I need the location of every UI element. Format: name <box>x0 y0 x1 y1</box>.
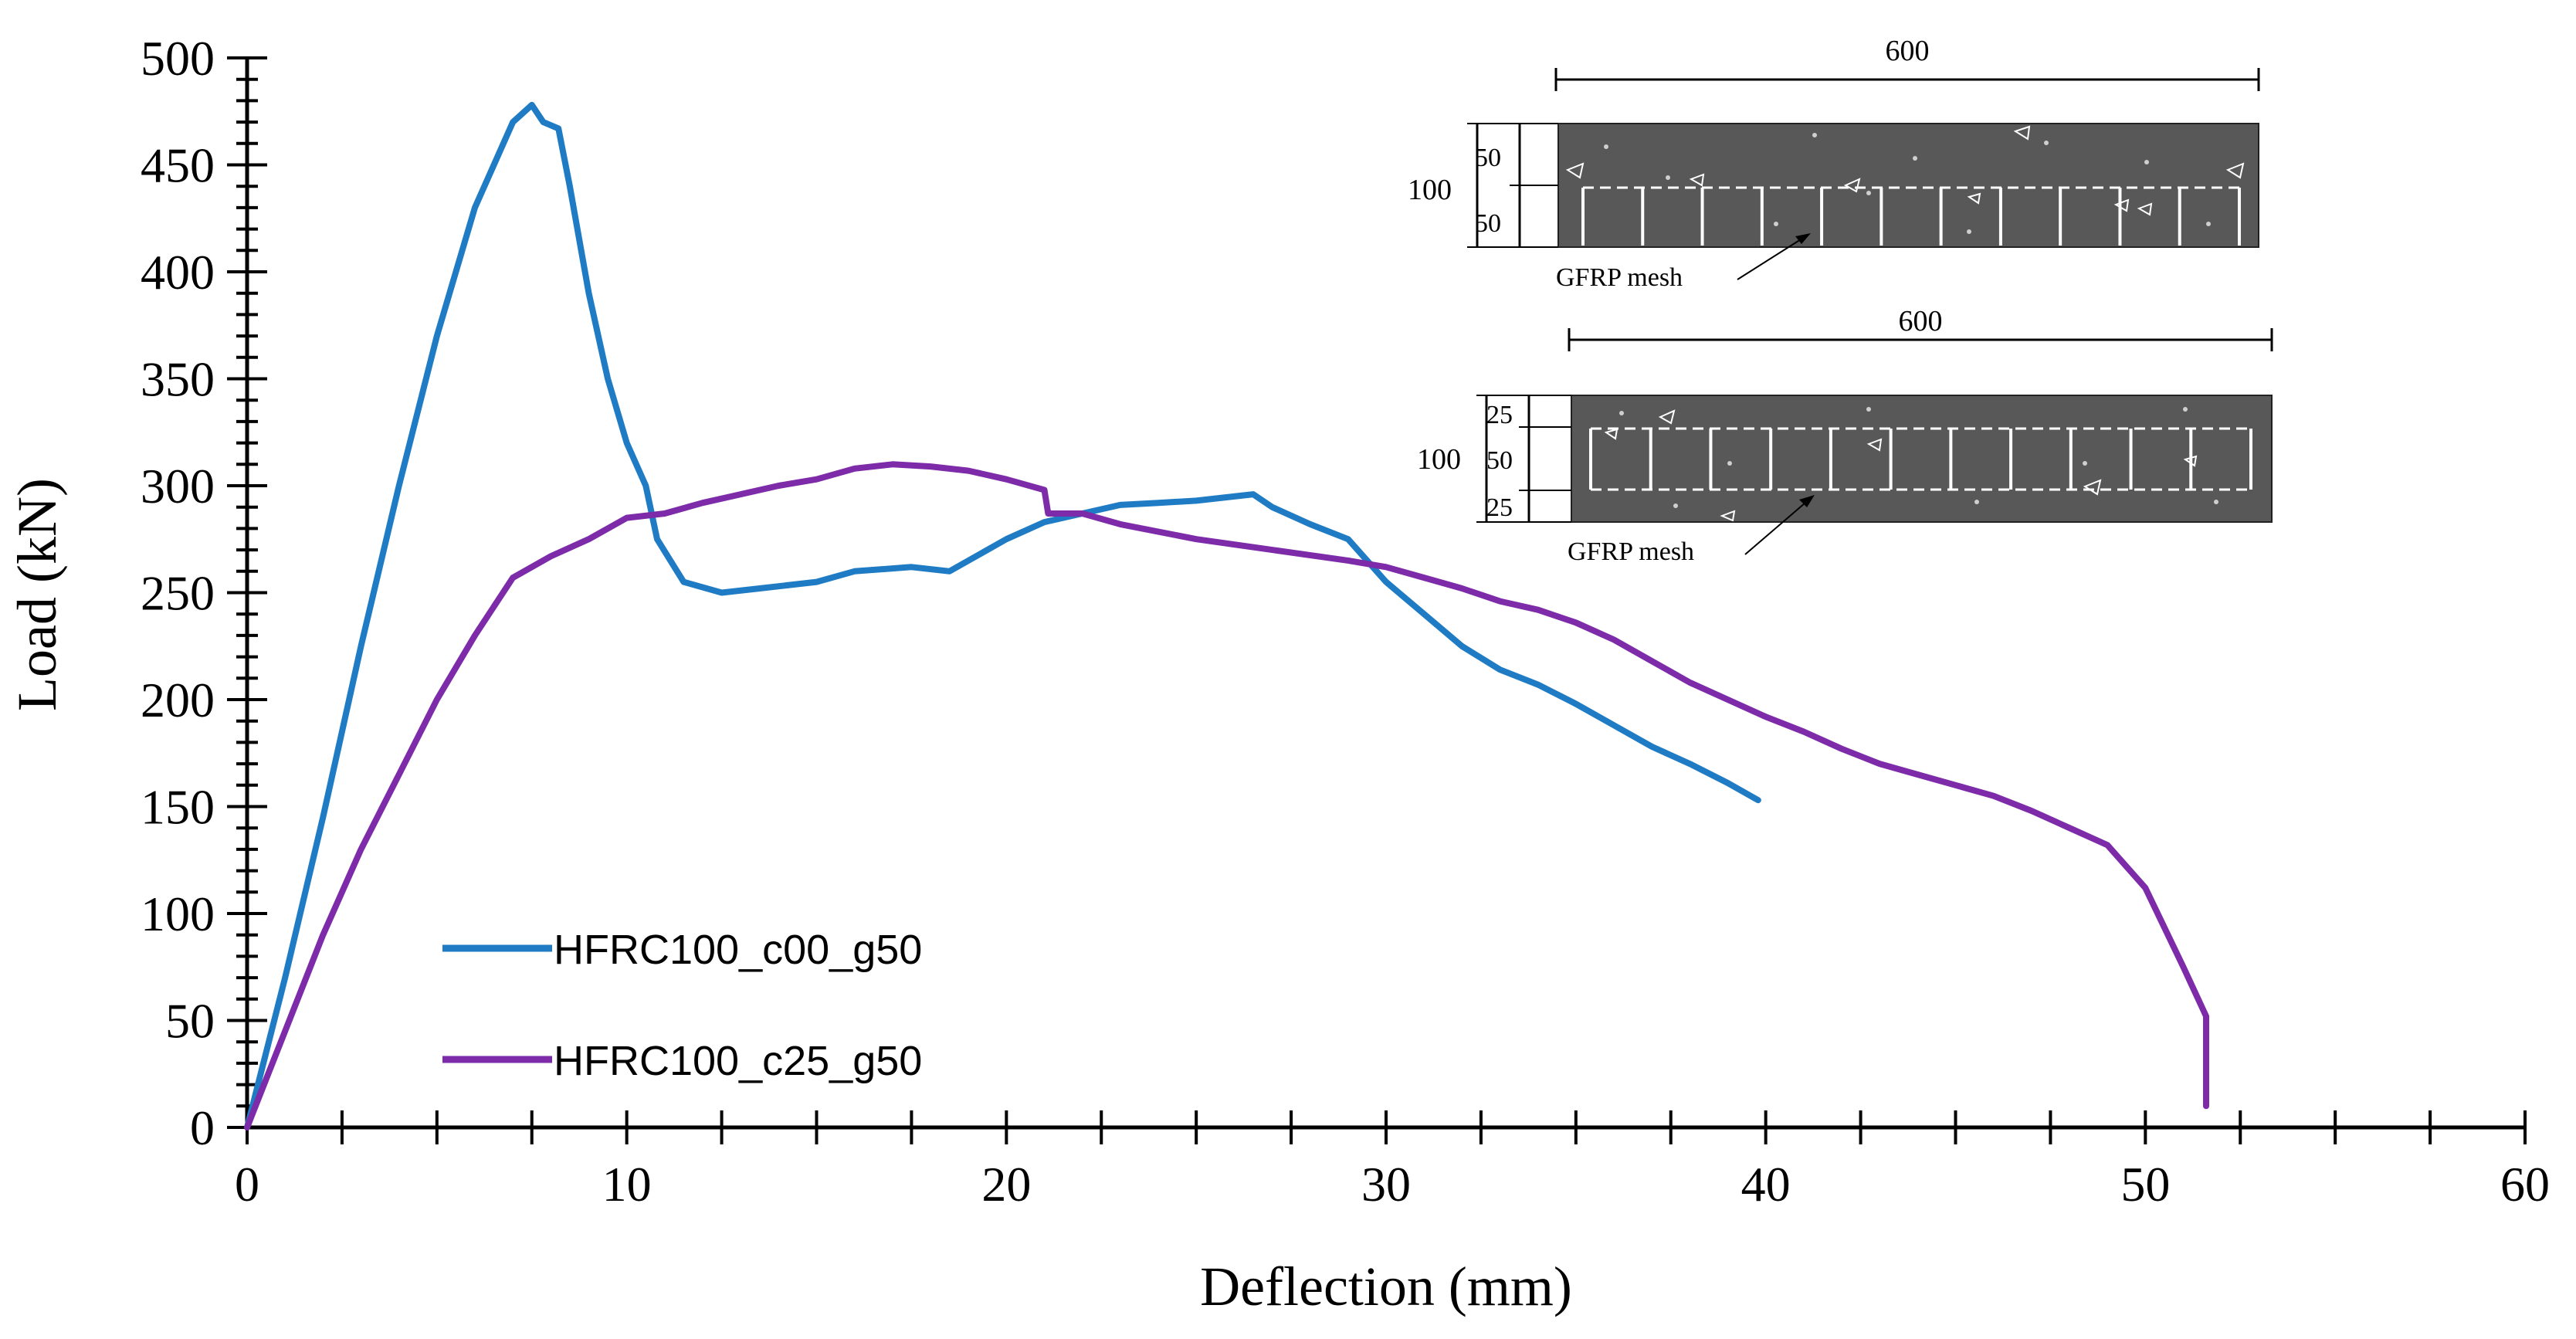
series-line-1 <box>244 101 1761 1131</box>
x-tick-label: 20 <box>981 1157 1031 1212</box>
inset-top-gfrp-mesh <box>1581 186 2241 246</box>
inset-top-mesh-arrowhead <box>1795 233 1811 244</box>
x-axis-title: Deflection (mm) <box>1200 1256 1572 1317</box>
inset-top-mesh-arrow <box>1737 235 1808 280</box>
y-tick-label: 100 <box>141 886 215 941</box>
legend: HFRC100_c00_g50 HFRC100_c25_g50 <box>442 927 922 1084</box>
x-tick-label: 0 <box>235 1157 259 1212</box>
inset-section-diagrams: 600 100 50 50 GFRP <box>1408 35 2273 566</box>
y-tick-label: 450 <box>141 138 215 193</box>
inset-top-lower-label: 50 <box>1475 209 1501 238</box>
x-tick-label: 30 <box>1361 1157 1411 1212</box>
y-tick-label: 150 <box>141 780 215 835</box>
inset-bottom-aggregate-dots <box>1619 407 2218 508</box>
y-tick-label: 500 <box>141 31 215 86</box>
x-tick-label: 50 <box>2120 1157 2170 1212</box>
inset-top-concrete-slab <box>1557 123 2259 248</box>
inset-bottom-mesh-arrow <box>1744 497 1812 555</box>
x-tick-label: 60 <box>2500 1157 2550 1212</box>
y-axis-title: Load (kN) <box>6 478 68 711</box>
inset-top-specimen: 600 100 50 50 GFRP <box>1408 35 2260 292</box>
y-tick-label: 250 <box>141 566 215 621</box>
x-axis-ticks: 0 10 20 30 40 50 60 <box>235 1110 2550 1212</box>
y-tick-label: 200 <box>141 673 215 727</box>
series-line-2 <box>244 461 2209 1131</box>
inset-top-cover-label: 50 <box>1475 144 1501 172</box>
inset-top-mesh-label: GFRP mesh <box>1556 263 1683 292</box>
inset-top-aggregate-dots <box>1604 133 2211 234</box>
inset-bottom-cover-top-label: 25 <box>1486 401 1513 429</box>
inset-bottom-concrete-slab <box>1571 395 2273 523</box>
inset-bottom-depth-label: 100 <box>1417 443 1461 476</box>
inset-bottom-middle-label: 50 <box>1486 446 1513 475</box>
inset-bottom-cover-bottom-label: 25 <box>1486 493 1513 522</box>
inset-bottom-mesh-label: GFRP mesh <box>1568 537 1694 566</box>
y-tick-label: 50 <box>165 994 215 1049</box>
inset-bottom-specimen: 600 100 25 50 25 GFRP m <box>1417 305 2273 566</box>
y-tick-label: 400 <box>141 245 215 300</box>
inset-bottom-length-label: 600 <box>1899 305 1943 337</box>
legend-label-series-2: HFRC100_c25_g50 <box>554 1038 922 1084</box>
series-group <box>244 101 2209 1131</box>
inset-top-depth-label: 100 <box>1408 174 1452 206</box>
y-tick-label: 350 <box>141 352 215 407</box>
inset-bottom-mesh-arrowhead <box>1799 495 1815 507</box>
y-tick-label: 300 <box>141 459 215 514</box>
x-tick-label: 40 <box>1741 1157 1791 1212</box>
y-axis-ticks: 0 50 100 150 200 250 300 350 400 450 500 <box>141 31 267 1155</box>
legend-label-series-1: HFRC100_c00_g50 <box>554 927 922 973</box>
inset-bottom-gfrp-mesh <box>1589 427 2252 491</box>
inset-top-length-label: 600 <box>1886 35 1930 67</box>
y-tick-label: 0 <box>190 1100 215 1155</box>
x-tick-label: 10 <box>602 1157 652 1212</box>
